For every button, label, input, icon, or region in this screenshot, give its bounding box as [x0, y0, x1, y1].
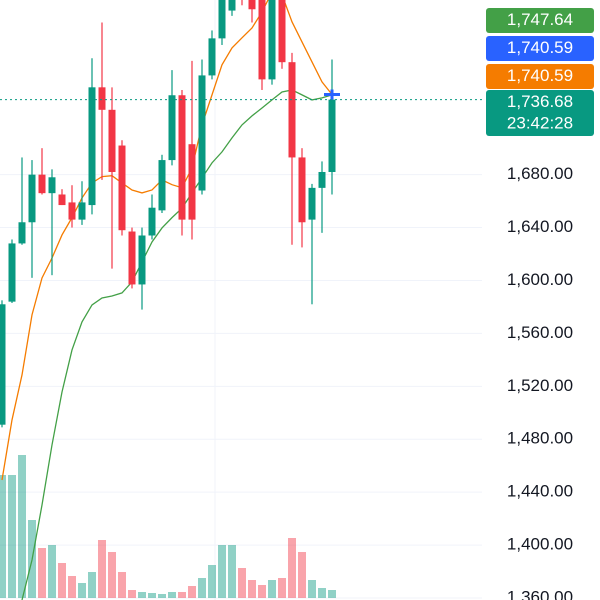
plot-area [0, 0, 482, 600]
price-label-box [486, 64, 594, 89]
candle-body [88, 87, 96, 206]
candle-body [218, 0, 226, 39]
candle-body [0, 304, 6, 425]
moving-average-line [1, 0, 333, 481]
y-tick-label: 1,560.00 [507, 323, 573, 342]
price-label-box [486, 90, 594, 136]
candle-body [168, 95, 176, 161]
candle-body [298, 157, 306, 223]
y-tick-label: 1,480.00 [507, 429, 573, 448]
y-tick-label: 1,680.00 [507, 164, 573, 183]
volume-bar [128, 590, 136, 598]
candle-body [308, 187, 316, 220]
candle-body [38, 174, 46, 194]
candle-body [288, 62, 296, 158]
volume-bar [68, 576, 76, 598]
volume-bar [38, 548, 46, 598]
volume-bar [148, 593, 156, 598]
y-tick-label: 1,440.00 [507, 482, 573, 501]
volume-bar [48, 545, 56, 598]
candle-body [98, 87, 106, 110]
volume-bar [218, 545, 226, 598]
volume-bar [228, 545, 236, 598]
volume-bar [118, 572, 126, 598]
grid [0, 174, 482, 599]
candle-body [68, 202, 76, 220]
candle-body [268, 0, 276, 80]
volume-bar [168, 592, 176, 598]
volume-bar [288, 538, 296, 598]
y-tick-label: 1,400.00 [507, 535, 573, 554]
volume-bar [318, 588, 326, 598]
candle-body [258, 0, 266, 80]
volume-bar [198, 578, 206, 598]
price-label: 1,736.68 [507, 92, 573, 111]
candle-body [128, 231, 136, 285]
volume-bar [268, 580, 276, 598]
volume-bar [138, 592, 146, 598]
countdown: 23:42:28 [507, 113, 573, 132]
candle-body [18, 222, 26, 244]
volume-bar [278, 578, 286, 598]
candle-body [8, 243, 16, 302]
candle-body [148, 207, 156, 236]
price-label-box [486, 36, 594, 61]
volume-bar [158, 594, 166, 598]
price-label: 1,740.59 [507, 38, 573, 57]
price-axis: 1,360.00 1,400.00 1,440.00 1,480.00 1,520.00… [486, 8, 594, 600]
volume-bar [178, 592, 186, 598]
crosshair-marker [324, 89, 340, 100]
candle-body [208, 38, 216, 76]
volume-bar [78, 583, 86, 598]
candle-body [188, 144, 196, 220]
volume-bar [88, 572, 96, 598]
price-label: 1,747.64 [507, 10, 573, 29]
candle-body [248, 0, 256, 10]
candle-body [118, 145, 126, 231]
candle-body [228, 0, 236, 11]
candle-body [318, 171, 326, 188]
moving-average-line [21, 89, 333, 600]
volume-bar [308, 580, 316, 598]
volume-bar [208, 565, 216, 598]
candle-body [158, 160, 166, 211]
volume-bar [258, 585, 266, 598]
candle-body [58, 194, 66, 206]
volume-bar [248, 580, 256, 598]
volume-bar [238, 568, 246, 598]
volume-bar [328, 590, 336, 598]
volume-bar [0, 475, 6, 598]
volume-bar [98, 540, 106, 598]
candle-body [178, 95, 186, 220]
volume-bar [58, 563, 66, 598]
volume-bar [188, 586, 196, 598]
y-tick-label: 1,520.00 [507, 376, 573, 395]
volume-bar [18, 455, 26, 598]
candle-body [278, 0, 286, 63]
y-tick-label: 1,640.00 [507, 217, 573, 236]
candle-body [138, 235, 146, 285]
volume-bar [108, 552, 116, 598]
candle-body [198, 75, 206, 191]
candle-body [78, 202, 86, 220]
candle-body [28, 174, 36, 223]
candle-body [108, 109, 116, 172]
price-label-box [486, 8, 594, 33]
volume-bar [8, 475, 16, 598]
volume-bar [298, 552, 306, 598]
y-tick-label: 1,360.00 [507, 587, 573, 600]
price-label: 1,740.59 [507, 66, 573, 85]
candle-body [328, 99, 336, 172]
y-tick-label: 1,600.00 [507, 270, 573, 289]
candle-body [48, 177, 56, 194]
